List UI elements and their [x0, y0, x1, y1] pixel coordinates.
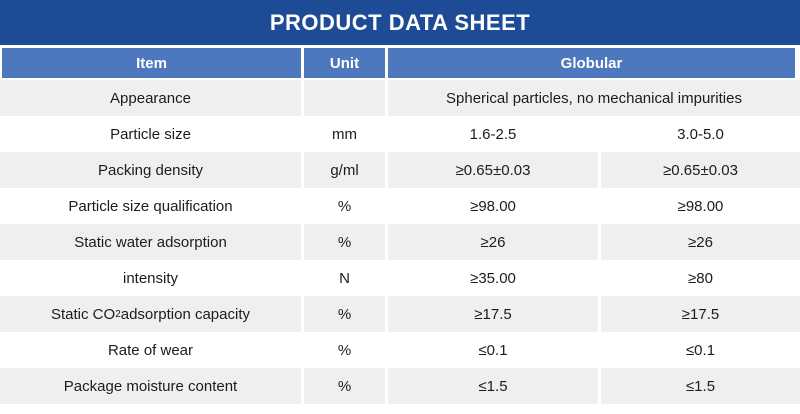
table-row-intensity: intensity N ≥35.00 ≥80 [0, 260, 800, 296]
clipped-next-row [0, 404, 800, 414]
item-label: Static CO 2 adsorption capacity [0, 296, 301, 332]
page-title: PRODUCT DATA SHEET [269, 9, 531, 35]
item-label-suffix: adsorption capacity [120, 305, 250, 323]
unit-value: N [304, 260, 385, 296]
item-label: Particle size qualification [0, 188, 301, 224]
table-row-particle-size: Particle size mm 1.6-2.5 3.0-5.0 [0, 116, 800, 152]
title-bar: PRODUCT DATA SHEET [0, 0, 800, 45]
table-row-rate-of-wear: Rate of wear % ≤0.1 ≤0.1 [0, 332, 800, 368]
spec-value-1: ≥98.00 [388, 188, 598, 224]
item-label: Static water adsorption [0, 224, 301, 260]
unit-value: % [304, 296, 385, 332]
spec-value-2: 3.0-5.0 [601, 116, 800, 152]
divider [0, 45, 800, 48]
table-row-appearance: Appearance Spherical particles, no mecha… [0, 80, 800, 116]
table-header-row: Item Unit Globular [0, 48, 800, 80]
table-row-static-water-adsorption: Static water adsorption % ≥26 ≥26 [0, 224, 800, 260]
unit-value: % [304, 332, 385, 368]
spec-value-1: ≥17.5 [388, 296, 598, 332]
item-label: intensity [0, 260, 301, 296]
table-row-package-moisture-content: Package moisture content % ≤1.5 ≤1.5 [0, 368, 800, 404]
spec-value-1: ≥0.65±0.03 [388, 152, 598, 188]
spec-value-span: Spherical particles, no mechanical impur… [388, 80, 800, 116]
table-row-particle-size-qualification: Particle size qualification % ≥98.00 ≥98… [0, 188, 800, 224]
item-label: Appearance [0, 80, 301, 116]
table-row-static-co2-adsorption: Static CO 2 adsorption capacity % ≥17.5 ≥… [0, 296, 800, 332]
subscript-2: 2 [115, 308, 121, 320]
spec-value-2: ≥80 [601, 260, 800, 296]
unit-value: % [304, 224, 385, 260]
item-label-prefix: Static CO [51, 305, 116, 323]
item-label: Packing density [0, 152, 301, 188]
item-label: Package moisture content [0, 368, 301, 404]
spec-value-1: ≤1.5 [388, 368, 598, 404]
header-unit: Unit [304, 48, 385, 78]
spec-value-1: ≥35.00 [388, 260, 598, 296]
spec-value-2: ≤0.1 [601, 332, 800, 368]
table-row-packing-density: Packing density g/ml ≥0.65±0.03 ≥0.65±0.… [0, 152, 800, 188]
spec-value-2: ≥26 [601, 224, 800, 260]
spec-value-1: ≥26 [388, 224, 598, 260]
spec-value-1: 1.6-2.5 [388, 116, 598, 152]
unit-value [304, 80, 385, 116]
unit-value: % [304, 368, 385, 404]
spec-value-2: ≥0.65±0.03 [601, 152, 800, 188]
spec-value-2: ≥98.00 [601, 188, 800, 224]
item-label: Rate of wear [0, 332, 301, 368]
spec-value-2: ≤1.5 [601, 368, 800, 404]
spec-value-2: ≥17.5 [601, 296, 800, 332]
header-item: Item [2, 48, 301, 78]
header-product: Globular [388, 48, 795, 78]
item-label: Particle size [0, 116, 301, 152]
spec-value-1: ≤0.1 [388, 332, 598, 368]
unit-value: % [304, 188, 385, 224]
unit-value: g/ml [304, 152, 385, 188]
unit-value: mm [304, 116, 385, 152]
